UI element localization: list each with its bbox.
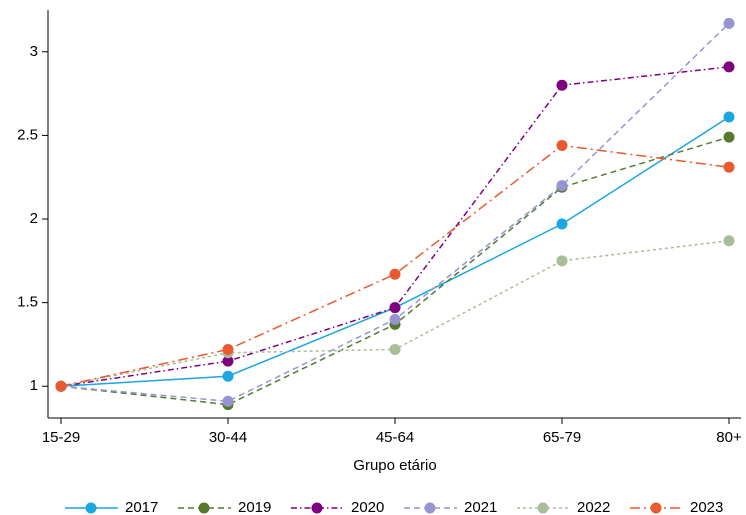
point — [55, 380, 67, 392]
x-axis-title: Grupo etário — [353, 457, 436, 474]
legend-label: 2019 — [238, 499, 271, 515]
y-tick-label: 2 — [30, 210, 38, 227]
x-tick-label: 65-79 — [543, 429, 581, 446]
point — [556, 79, 568, 91]
point — [389, 343, 401, 355]
legend-marker — [537, 502, 549, 514]
series-line — [60, 66, 730, 387]
y-tick-label: 1 — [30, 377, 38, 394]
point — [723, 161, 735, 173]
point — [389, 268, 401, 280]
point — [723, 111, 735, 123]
x-tick-label: 30-44 — [209, 429, 247, 446]
x-tick-label: 15-29 — [42, 429, 80, 446]
legend-marker — [85, 502, 97, 514]
legend-marker — [311, 502, 323, 514]
point — [222, 355, 234, 367]
y-tick-label: 3 — [30, 43, 38, 60]
legend-label: 2021 — [464, 499, 497, 515]
x-tick-label: 45-64 — [376, 429, 414, 446]
point — [556, 218, 568, 230]
legend-label: 2017 — [125, 499, 158, 515]
point — [723, 235, 735, 247]
point — [723, 131, 735, 143]
x-tick-label: 80+ — [716, 429, 742, 446]
point — [389, 313, 401, 325]
point — [222, 395, 234, 407]
y-tick-label: 2.5 — [17, 126, 38, 143]
point — [556, 255, 568, 267]
point — [556, 180, 568, 192]
legend-label: 2020 — [351, 499, 384, 515]
legend-label: 2022 — [577, 499, 610, 515]
point — [222, 343, 234, 355]
point — [723, 17, 735, 29]
point — [222, 370, 234, 382]
point — [389, 302, 401, 314]
legend-marker — [198, 502, 210, 514]
y-tick-label: 1.5 — [17, 294, 38, 311]
legend-label: 2023 — [690, 499, 723, 515]
legend-marker — [650, 502, 662, 514]
legend-marker — [424, 502, 436, 514]
point — [723, 61, 735, 73]
point — [556, 139, 568, 151]
